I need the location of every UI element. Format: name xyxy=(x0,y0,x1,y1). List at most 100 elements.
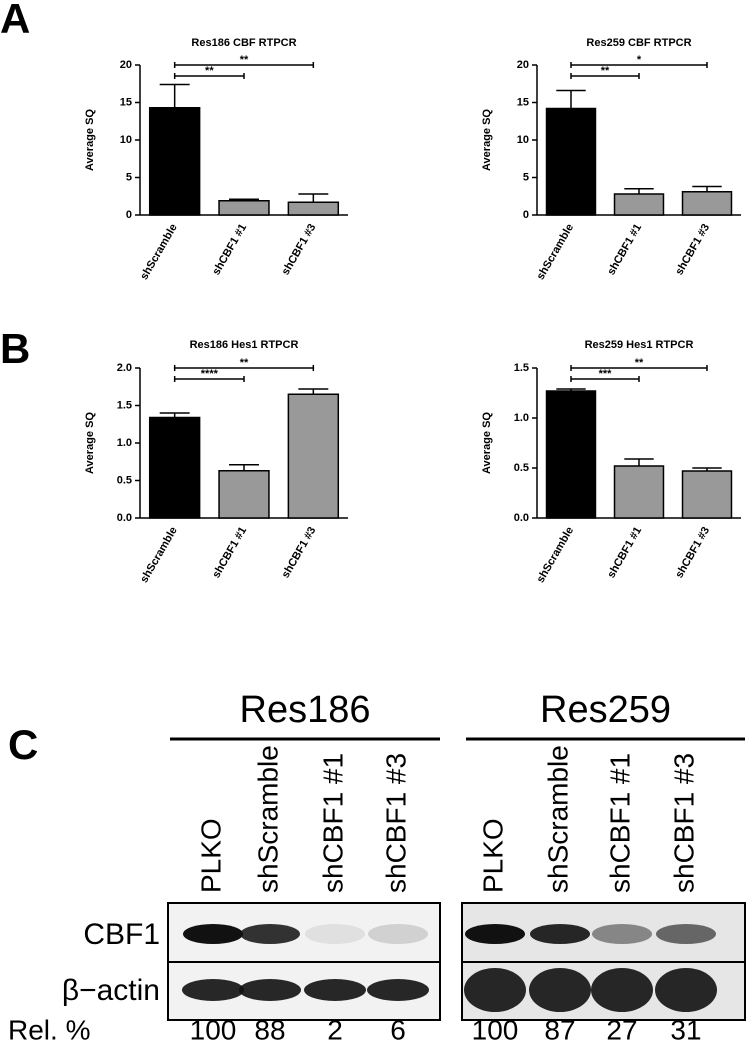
x-tick-label: shCBF1 #1 xyxy=(605,222,644,277)
bar xyxy=(218,200,270,216)
cbf1-band xyxy=(183,924,243,944)
rel-value: 27 xyxy=(606,1014,637,1045)
rel-value: 87 xyxy=(544,1014,575,1045)
lane-label: shCBF1 #3 xyxy=(668,753,699,893)
actin-band xyxy=(655,968,717,1012)
bar xyxy=(148,107,201,216)
actin-band xyxy=(182,979,244,1001)
y-tick-label: 0 xyxy=(523,209,529,221)
x-tick-label: shCBF1 #3 xyxy=(280,222,319,277)
y-tick-label: 1.0 xyxy=(514,412,529,424)
x-tick-label: shCBF1 #1 xyxy=(210,222,249,277)
cbf1-band xyxy=(368,924,428,944)
actin-band xyxy=(529,968,591,1012)
x-tick-label: shCBF1 #1 xyxy=(210,525,249,580)
bar xyxy=(545,107,597,216)
y-tick-label: 0.0 xyxy=(117,512,132,524)
significance-label: ** xyxy=(240,54,249,66)
lane-label: shCBF1 #1 xyxy=(604,753,635,893)
y-axis-label: Average SQ xyxy=(481,109,493,171)
y-tick-label: 5 xyxy=(523,171,529,183)
lane-label: PLKO xyxy=(477,818,508,893)
bar xyxy=(681,191,733,216)
x-tick-label: shScramble xyxy=(535,525,577,585)
actin-band xyxy=(591,968,653,1012)
bar xyxy=(287,201,340,216)
significance-label: ** xyxy=(240,357,249,369)
lane-label: PLKO xyxy=(195,818,226,893)
panel-label: B xyxy=(0,325,30,372)
significance-label: * xyxy=(637,54,642,66)
rel-value: 2 xyxy=(327,1014,343,1045)
rel-value: 31 xyxy=(670,1014,701,1045)
chart-title: Res259 CBF RTPCR xyxy=(586,37,691,49)
cbf1-band xyxy=(530,924,590,944)
group-label: Res186 xyxy=(240,689,371,731)
y-tick-label: 20 xyxy=(120,59,132,71)
cbf1-band xyxy=(240,924,300,944)
cbf1-band xyxy=(465,924,525,944)
cbf1-band xyxy=(305,924,365,944)
rel-value: 6 xyxy=(390,1014,406,1045)
actin-band xyxy=(239,979,301,1001)
actin-band xyxy=(304,979,366,1001)
rel-value: 100 xyxy=(472,1014,519,1045)
x-tick-label: shCBF1 #1 xyxy=(605,525,644,580)
cbf1-band xyxy=(656,924,716,944)
significance-label: ** xyxy=(205,65,214,77)
actin-band xyxy=(367,979,429,1001)
x-tick-label: shCBF1 #3 xyxy=(280,525,319,580)
y-axis-label: Average SQ xyxy=(481,412,493,474)
lane-label: shCBF1 #3 xyxy=(380,753,411,893)
x-tick-label: shScramble xyxy=(138,222,180,282)
bar xyxy=(613,465,665,519)
y-tick-label: 1.5 xyxy=(514,362,529,374)
significance-label: ** xyxy=(601,65,610,77)
bar xyxy=(545,390,597,519)
y-tick-label: 15 xyxy=(517,96,529,108)
y-tick-label: 10 xyxy=(120,134,132,146)
x-tick-label: shCBF1 #3 xyxy=(673,222,712,277)
lane-label: shScramble xyxy=(542,745,573,893)
bar xyxy=(218,470,270,519)
y-tick-label: 15 xyxy=(120,96,132,108)
lane-label: shCBF1 #1 xyxy=(317,753,348,893)
row-label: CBF1 xyxy=(83,918,160,951)
y-axis-label: Average SQ xyxy=(84,109,96,171)
rel-label: Rel. % xyxy=(8,1014,90,1045)
bar xyxy=(613,193,665,216)
y-tick-label: 0 xyxy=(126,209,132,221)
lane-label: shScramble xyxy=(252,745,283,893)
rel-value: 88 xyxy=(254,1014,285,1045)
actin-band xyxy=(464,968,526,1012)
y-tick-label: 0.0 xyxy=(514,512,529,524)
rel-value: 100 xyxy=(190,1014,237,1045)
significance-label: **** xyxy=(201,368,219,380)
y-tick-label: 2.0 xyxy=(117,362,132,374)
x-tick-label: shCBF1 #3 xyxy=(673,525,712,580)
y-tick-label: 20 xyxy=(517,59,529,71)
y-tick-label: 0.5 xyxy=(514,462,529,474)
chart-title: Res186 CBF RTPCR xyxy=(191,37,296,49)
panel-label: A xyxy=(0,0,30,42)
y-tick-label: 1.0 xyxy=(117,437,132,449)
cbf1-band xyxy=(592,924,652,944)
row-label: β−actin xyxy=(62,974,160,1007)
panel-label: C xyxy=(8,721,38,768)
y-tick-label: 5 xyxy=(126,171,132,183)
chart-title: Res186 Hes1 RTPCR xyxy=(190,339,299,351)
bar xyxy=(287,393,340,519)
group-label: Res259 xyxy=(540,689,671,731)
y-tick-label: 1.5 xyxy=(117,399,132,411)
bar xyxy=(681,470,733,519)
x-tick-label: shScramble xyxy=(535,222,577,282)
y-axis-label: Average SQ xyxy=(84,412,96,474)
y-tick-label: 10 xyxy=(517,134,529,146)
y-tick-label: 0.5 xyxy=(117,474,132,486)
chart-title: Res259 Hes1 RTPCR xyxy=(585,339,694,351)
x-tick-label: shScramble xyxy=(138,525,180,585)
significance-label: *** xyxy=(599,368,613,380)
significance-label: ** xyxy=(635,357,644,369)
